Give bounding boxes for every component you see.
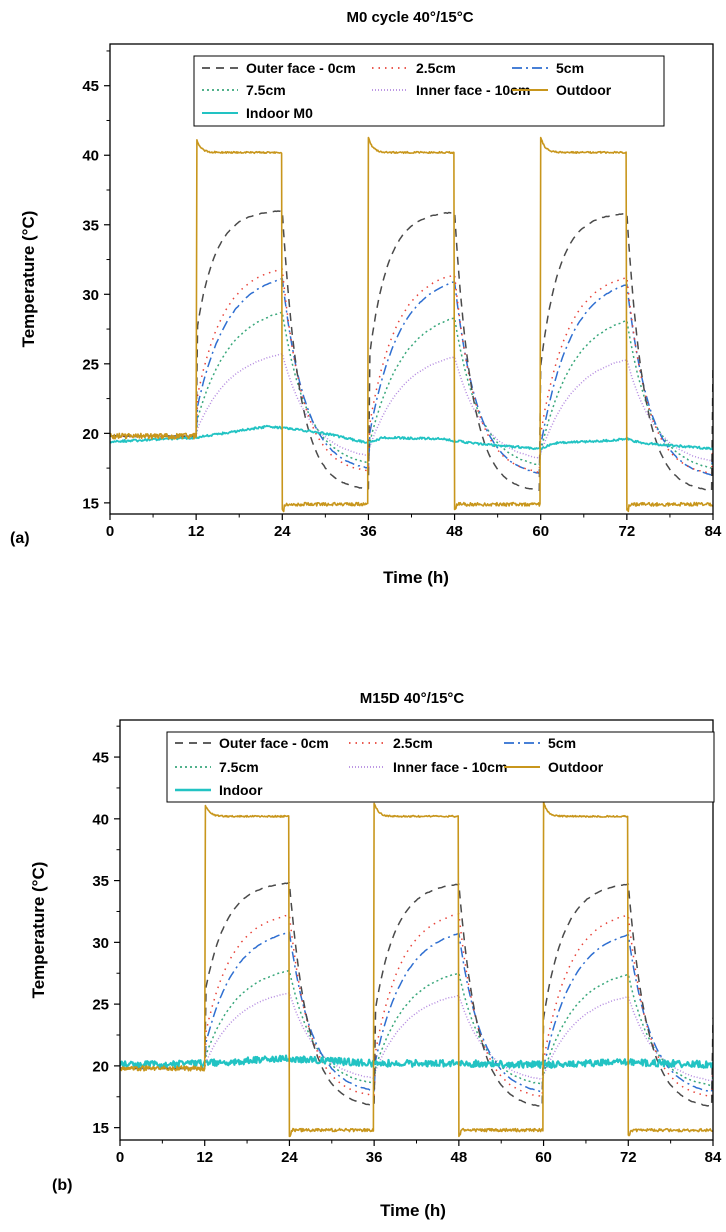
y-tick-label: 30 — [82, 287, 99, 304]
x-tick-label: 0 — [106, 523, 114, 540]
x-tick-label: 48 — [446, 523, 463, 540]
y-tick-label: 45 — [92, 750, 109, 767]
series-group — [120, 801, 713, 1138]
x-tick-label: 48 — [451, 1149, 468, 1166]
legend-label: Outer face - 0cm — [219, 735, 329, 751]
legend-label: 2.5cm — [393, 735, 433, 751]
series-line-outdoor — [120, 801, 713, 1138]
y-tick-label: 40 — [92, 811, 109, 828]
x-tick-label: 24 — [281, 1149, 298, 1166]
x-tick-label: 84 — [705, 1149, 722, 1166]
x-tick-label: 36 — [366, 1149, 383, 1166]
chart-panel-a: M0 cycle 40°/15°C 0 12 24 36 48 60 72 84 15 20 25 30… — [10, 9, 722, 587]
y-tick-label: 20 — [82, 426, 99, 443]
series-line-inner-face-10cm — [110, 353, 713, 462]
x-tick-label: 12 — [196, 1149, 213, 1166]
y-tick-label: 15 — [92, 1120, 109, 1137]
legend-box — [166, 731, 715, 803]
series-line-7-5cm — [120, 970, 713, 1087]
y-tick-label: 35 — [82, 217, 99, 234]
series-line-indoor-m0 — [110, 424, 713, 451]
y-axis-label: Temperature (°C) — [29, 862, 48, 999]
x-axis-label: Time (h) — [383, 568, 449, 587]
series-line-7-5cm — [110, 311, 713, 469]
legend-label: 2.5cm — [416, 60, 456, 76]
y-tick-label: 40 — [82, 148, 99, 165]
legend-label: Inner face - 10cm — [416, 82, 530, 98]
chart-title: M15D 40°/15°C — [360, 690, 465, 707]
legend-label: Indoor — [219, 782, 263, 798]
legend-label: Outdoor — [548, 759, 604, 775]
series-line-outer-face-0cm — [120, 882, 713, 1108]
legend: Outer face - 0cm 2.5cm 5cm 7.5cm Inner face … — [193, 55, 665, 127]
series-group — [110, 136, 713, 513]
series-line-5cm — [120, 931, 713, 1093]
legend-label: 5cm — [556, 60, 584, 76]
x-tick-label: 84 — [705, 523, 722, 540]
x-tick-label: 60 — [535, 1149, 552, 1166]
x-axis-label: Time (h) — [380, 1201, 446, 1220]
series-line-indoor — [120, 1054, 713, 1070]
series-line-5cm — [110, 277, 713, 476]
x-tick-label: 60 — [532, 523, 549, 540]
series-line-outer-face-0cm — [110, 210, 713, 491]
x-tick-label: 12 — [188, 523, 205, 540]
legend-label: Outdoor — [556, 82, 612, 98]
legend-label: Inner face - 10cm — [393, 759, 507, 775]
y-tick-label: 20 — [92, 1058, 109, 1075]
legend-label: Outer face - 0cm — [246, 60, 356, 76]
x-tick-label: 72 — [620, 1149, 637, 1166]
y-tick-label: 25 — [82, 356, 99, 373]
series-line-outdoor — [110, 136, 713, 513]
y-tick-label: 25 — [92, 997, 109, 1014]
y-tick-label: 15 — [82, 495, 99, 512]
x-tick-label: 72 — [619, 523, 636, 540]
legend-box — [193, 55, 665, 127]
x-tick-label: 0 — [116, 1149, 124, 1166]
y-tick-label: 45 — [82, 78, 99, 95]
y-tick-label: 35 — [92, 873, 109, 890]
y-tick-label: 30 — [92, 935, 109, 952]
legend-label: 7.5cm — [246, 82, 286, 98]
legend-label: Indoor M0 — [246, 105, 313, 121]
x-tick-label: 24 — [274, 523, 291, 540]
panel-label: (b) — [52, 1177, 72, 1194]
chart-title: M0 cycle 40°/15°C — [346, 9, 473, 26]
y-axis-label: Temperature (°C) — [19, 211, 38, 348]
series-line-2-5cm — [110, 268, 713, 475]
legend: Outer face - 0cm 2.5cm 5cm 7.5cm Inner face … — [166, 731, 715, 803]
x-tick-label: 36 — [360, 523, 377, 540]
legend-label: 5cm — [548, 735, 576, 751]
chart-panel-b: M15D 40°/15°C 0 12 24 36 48 60 72 84 15 20 25 30 35 40… — [29, 690, 722, 1220]
panel-label: (a) — [10, 530, 30, 547]
series-line-inner-face-10cm — [120, 992, 713, 1082]
legend-label: 7.5cm — [219, 759, 259, 775]
series-line-2-5cm — [120, 913, 713, 1098]
